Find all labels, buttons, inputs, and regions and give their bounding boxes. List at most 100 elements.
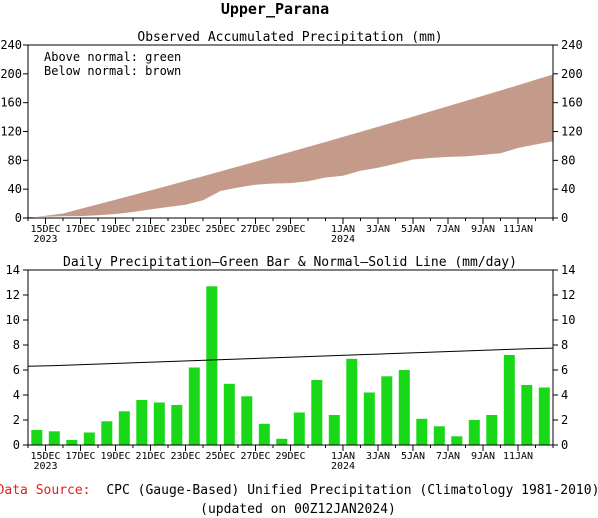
x-tick-label: 11JAN (503, 224, 533, 235)
precip-bar (328, 415, 340, 445)
y-tick-label-right: 14 (561, 263, 575, 277)
y-tick-label: 12 (6, 288, 20, 302)
precip-bar (101, 421, 113, 446)
x-tick-label: 19DEC (100, 224, 130, 235)
y-tick-label: 8 (13, 338, 20, 352)
y-tick-label-right: 4 (561, 388, 568, 402)
precip-bar (31, 430, 43, 445)
precip-bar (521, 385, 533, 445)
y-tick-label: 240 (0, 38, 22, 52)
precip-bar (363, 392, 375, 445)
precip-bar (503, 355, 515, 445)
x-tick-label: 23DEC (170, 224, 200, 235)
x-tick-label: 9JAN (471, 451, 495, 462)
precip-bar (118, 411, 130, 446)
y-tick-label-right: 6 (561, 363, 568, 377)
y-tick-label: 0 (15, 211, 22, 225)
x-tick-label: 7JAN (436, 451, 460, 462)
data-source-text: CPC (Gauge-Based) Unified Precipitation … (106, 483, 598, 498)
x-tick-label: 27DEC (240, 451, 270, 462)
daily-chart-title: Daily Precipitation—Green Bar & Normal—S… (63, 255, 517, 270)
x-tick-label: 19DEC (100, 451, 130, 462)
x-tick-label: 27DEC (240, 224, 270, 235)
x-tick-label: 21DEC (135, 451, 165, 462)
precip-bar (66, 440, 78, 445)
precip-bar (241, 396, 253, 446)
y-tick-label: 2 (13, 413, 20, 427)
accumulated-y-axis: 0 0 40 40 80 80 120 120 160 160 200 200 240 240 (0, 38, 582, 225)
precip-bar (451, 436, 463, 446)
x-tick-year-label: 2024 (331, 234, 355, 245)
precip-bar (398, 370, 410, 445)
x-tick-year-label: 2024 (331, 461, 355, 472)
x-tick-year-label: 2023 (33, 461, 57, 472)
x-tick-label: 5JAN (401, 224, 425, 235)
precip-bar (381, 376, 393, 446)
y-tick-label-right: 200 (561, 67, 583, 81)
x-tick-label: 21DEC (135, 224, 165, 235)
y-tick-label-right: 10 (561, 313, 575, 327)
accumulated-chart: Observed Accumulated Precipitation (mm) … (0, 30, 582, 245)
x-tick-label: 29DEC (275, 224, 305, 235)
page-title: Upper_Parana (221, 0, 329, 18)
y-tick-label-right: 12 (561, 288, 575, 302)
precip-bar (223, 383, 235, 446)
y-tick-label: 4 (13, 388, 20, 402)
y-tick-label-right: 240 (561, 38, 583, 52)
y-tick-label-right: 0 (561, 438, 568, 452)
x-tick-label: 7JAN (436, 224, 460, 235)
y-tick-label: 40 (8, 182, 22, 196)
x-tick-label: 25DEC (205, 224, 235, 235)
x-tick-year-label: 2023 (33, 234, 57, 245)
x-tick-label: 11JAN (503, 451, 533, 462)
y-tick-label: 14 (6, 263, 20, 277)
y-tick-label-right: 40 (561, 182, 575, 196)
y-tick-label-right: 120 (561, 125, 583, 139)
x-tick-label: 3JAN (366, 224, 390, 235)
y-tick-label-right: 160 (561, 96, 583, 110)
precip-bar (83, 432, 95, 445)
precip-bar (276, 438, 288, 446)
precip-bar (136, 400, 148, 445)
x-tick-label: 23DEC (170, 451, 200, 462)
precip-bar (293, 412, 305, 445)
precip-bar (416, 418, 428, 446)
precip-bar (48, 431, 60, 446)
y-tick-label-right: 0 (561, 211, 568, 225)
data-source-label: Data Source: (0, 483, 91, 498)
x-tick-label: 17DEC (65, 224, 95, 235)
legend-above-normal: Above normal: green (44, 50, 181, 64)
precip-bar (346, 358, 358, 446)
y-tick-label-right: 2 (561, 413, 568, 427)
x-tick-label: 17DEC (65, 451, 95, 462)
y-tick-label: 120 (0, 125, 22, 139)
below-normal-area (28, 74, 553, 218)
legend-below-normal: Below normal: brown (44, 64, 181, 78)
y-tick-label: 200 (0, 67, 22, 81)
x-tick-label: 15DEC (30, 451, 60, 462)
y-tick-label: 10 (6, 313, 20, 327)
x-tick-label: 1JAN (331, 224, 355, 235)
daily-y-axis: 0 0 2 2 4 4 6 6 8 8 10 10 12 12 14 14 (6, 263, 576, 452)
daily-bars (31, 286, 550, 446)
precip-bar (258, 423, 270, 446)
y-tick-label-right: 8 (561, 338, 568, 352)
x-tick-label: 15DEC (30, 224, 60, 235)
precip-bar (206, 286, 218, 446)
precip-bar (188, 367, 200, 445)
x-tick-label: 9JAN (471, 224, 495, 235)
precip-bar (153, 402, 165, 445)
precip-bar (171, 405, 183, 445)
y-tick-label: 160 (0, 96, 22, 110)
normal-line (27, 347, 554, 367)
updated-text: (updated on 00Z12JAN2024) (200, 502, 396, 517)
precip-bar (311, 380, 323, 445)
x-tick-label: 25DEC (205, 451, 235, 462)
daily-chart: Daily Precipitation—Green Bar & Normal—S… (6, 255, 576, 472)
y-tick-label: 6 (13, 363, 20, 377)
x-tick-label: 3JAN (366, 451, 390, 462)
precip-bar (433, 426, 445, 446)
